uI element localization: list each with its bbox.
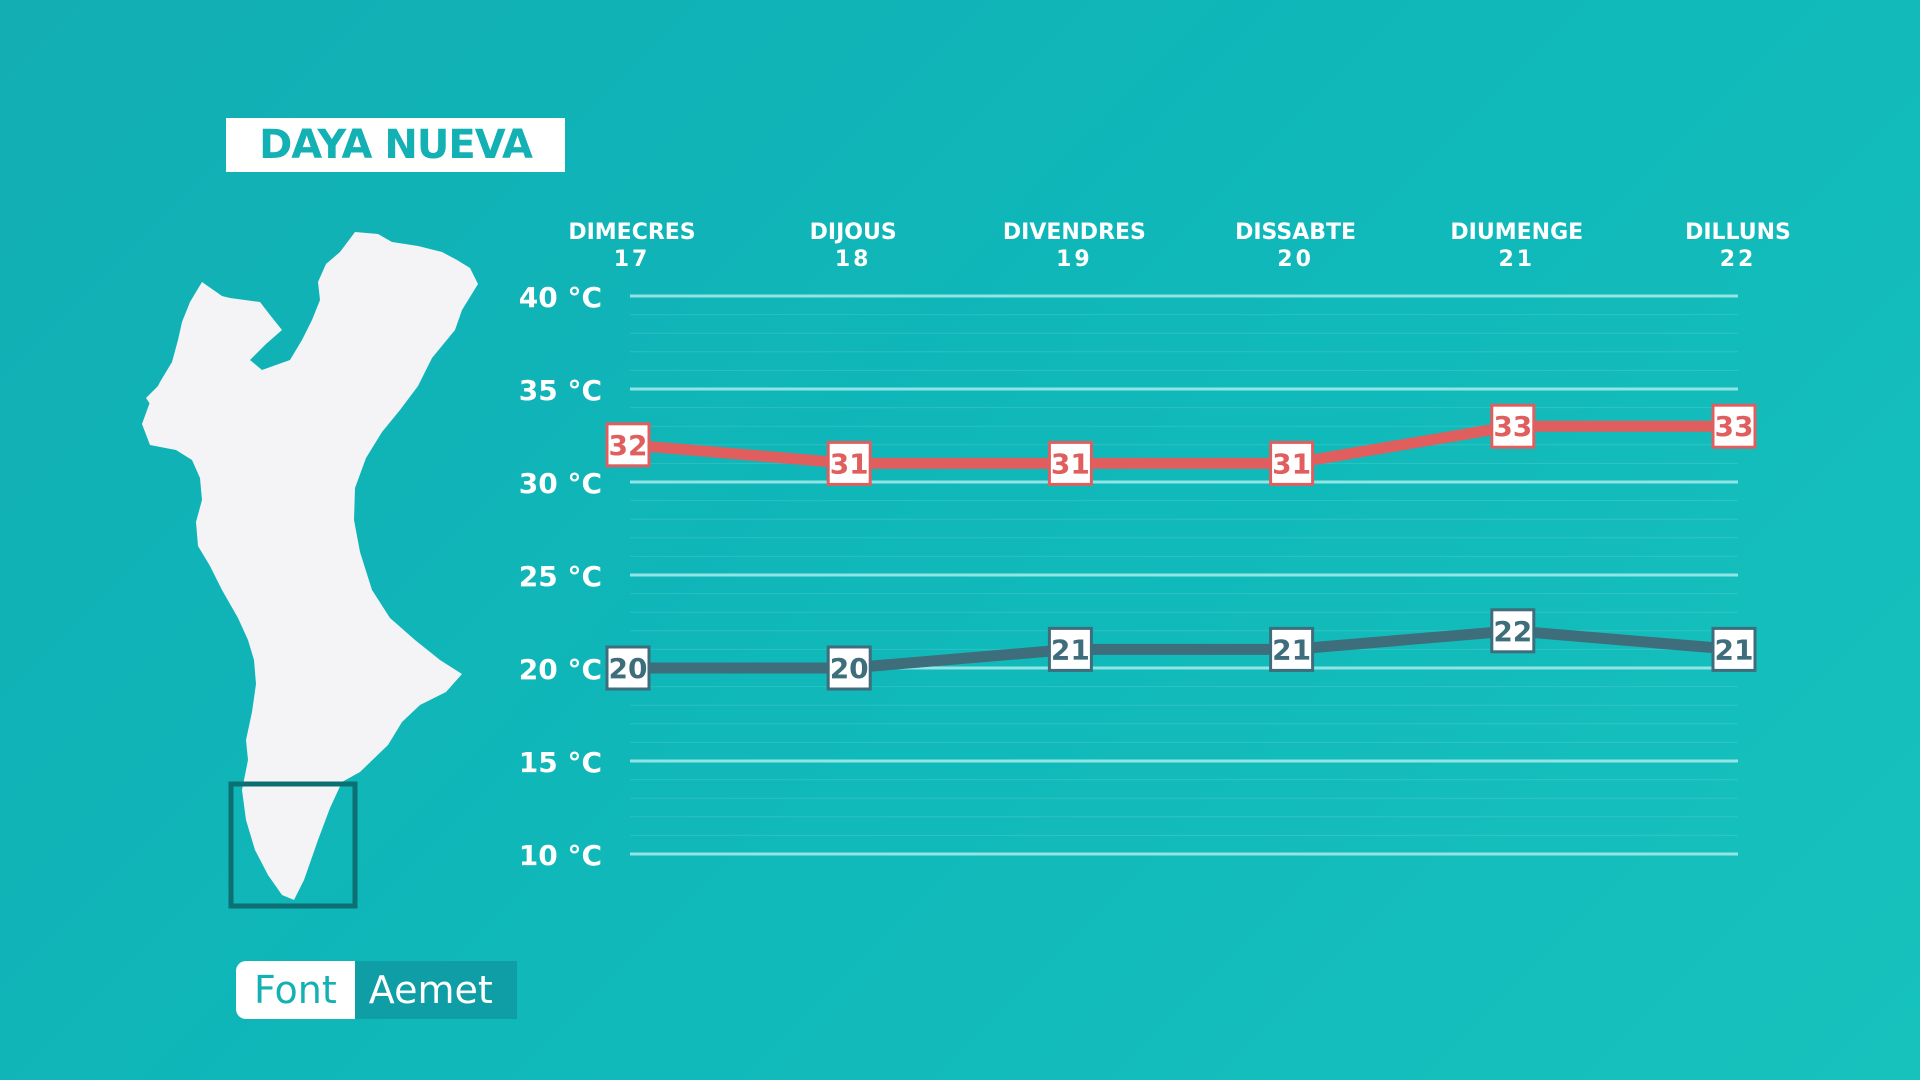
- y-tick-label: 10 °C: [519, 839, 602, 872]
- data-label-max: 33: [1715, 410, 1754, 443]
- y-tick-label: 25 °C: [519, 560, 602, 593]
- x-tick-day: DIUMENGE: [1450, 220, 1583, 245]
- highlight-frame: [228, 781, 358, 909]
- x-tick-day: DIVENDRES: [1003, 220, 1146, 245]
- y-tick-label: 35 °C: [519, 374, 602, 407]
- series-line-max: [622, 420, 1740, 469]
- source-credit: Font Aemet: [236, 961, 517, 1019]
- y-tick-label: 20 °C: [519, 653, 602, 686]
- data-point-min: [1047, 626, 1093, 672]
- source-label: Font: [236, 961, 355, 1019]
- x-tick-date: 18: [835, 247, 872, 272]
- y-axis-ticks: 10 °C 15 °C 20 °C 25 °C 30 °C 35 °C 40 °C: [519, 281, 602, 872]
- data-label-max: 31: [830, 447, 869, 480]
- series-line-min: [622, 625, 1740, 674]
- data-label-min: 21: [1051, 633, 1090, 666]
- data-point-max: [1711, 403, 1757, 449]
- location-title-box: DAYA NUEVA: [226, 118, 565, 172]
- data-label-max: 31: [1272, 447, 1311, 480]
- data-point-min: [605, 645, 651, 691]
- data-point-min: [1490, 608, 1536, 654]
- data-label-min: 21: [1272, 633, 1311, 666]
- data-label-max: 33: [1493, 410, 1532, 443]
- data-point-max: [605, 422, 651, 468]
- data-point-min: [826, 645, 872, 691]
- x-tick-date: 22: [1720, 247, 1757, 272]
- y-tick-label: 15 °C: [519, 746, 602, 779]
- x-tick-date: 17: [614, 247, 651, 272]
- x-tick-date: 19: [1056, 247, 1093, 272]
- x-tick-day: DIJOUS: [810, 220, 897, 245]
- region-map: [142, 232, 478, 909]
- y-tick-label: 40 °C: [519, 281, 602, 314]
- data-point-max: [826, 440, 872, 486]
- data-point-max: [1269, 440, 1315, 486]
- data-point-max: [1047, 440, 1093, 486]
- series-layer: 32 31 31 31 33 33 20 20 21 21 22 21: [605, 403, 1757, 691]
- x-tick-day: DIMECRES: [568, 220, 695, 245]
- region-map-enclave: [146, 378, 212, 422]
- y-tick-label: 30 °C: [519, 467, 602, 500]
- data-label-max: 32: [609, 429, 648, 462]
- source-value: Aemet: [354, 961, 517, 1019]
- data-point-max: [1490, 403, 1536, 449]
- data-label-min: 20: [830, 652, 869, 685]
- data-label-min: 20: [609, 652, 648, 685]
- data-label-min: 22: [1493, 615, 1532, 648]
- region-map-shape: [142, 232, 478, 900]
- data-label-min: 21: [1715, 633, 1754, 666]
- x-tick-date: 20: [1277, 247, 1314, 272]
- x-tick-day: DILLUNS: [1685, 220, 1791, 245]
- grid-layer: [630, 294, 1738, 856]
- location-title: DAYA NUEVA: [259, 122, 533, 168]
- x-tick-date: 21: [1498, 247, 1535, 272]
- data-label-max: 31: [1051, 447, 1090, 480]
- x-tick-day: DISSABTE: [1235, 220, 1356, 245]
- data-point-min: [1711, 626, 1757, 672]
- data-point-min: [1269, 626, 1315, 672]
